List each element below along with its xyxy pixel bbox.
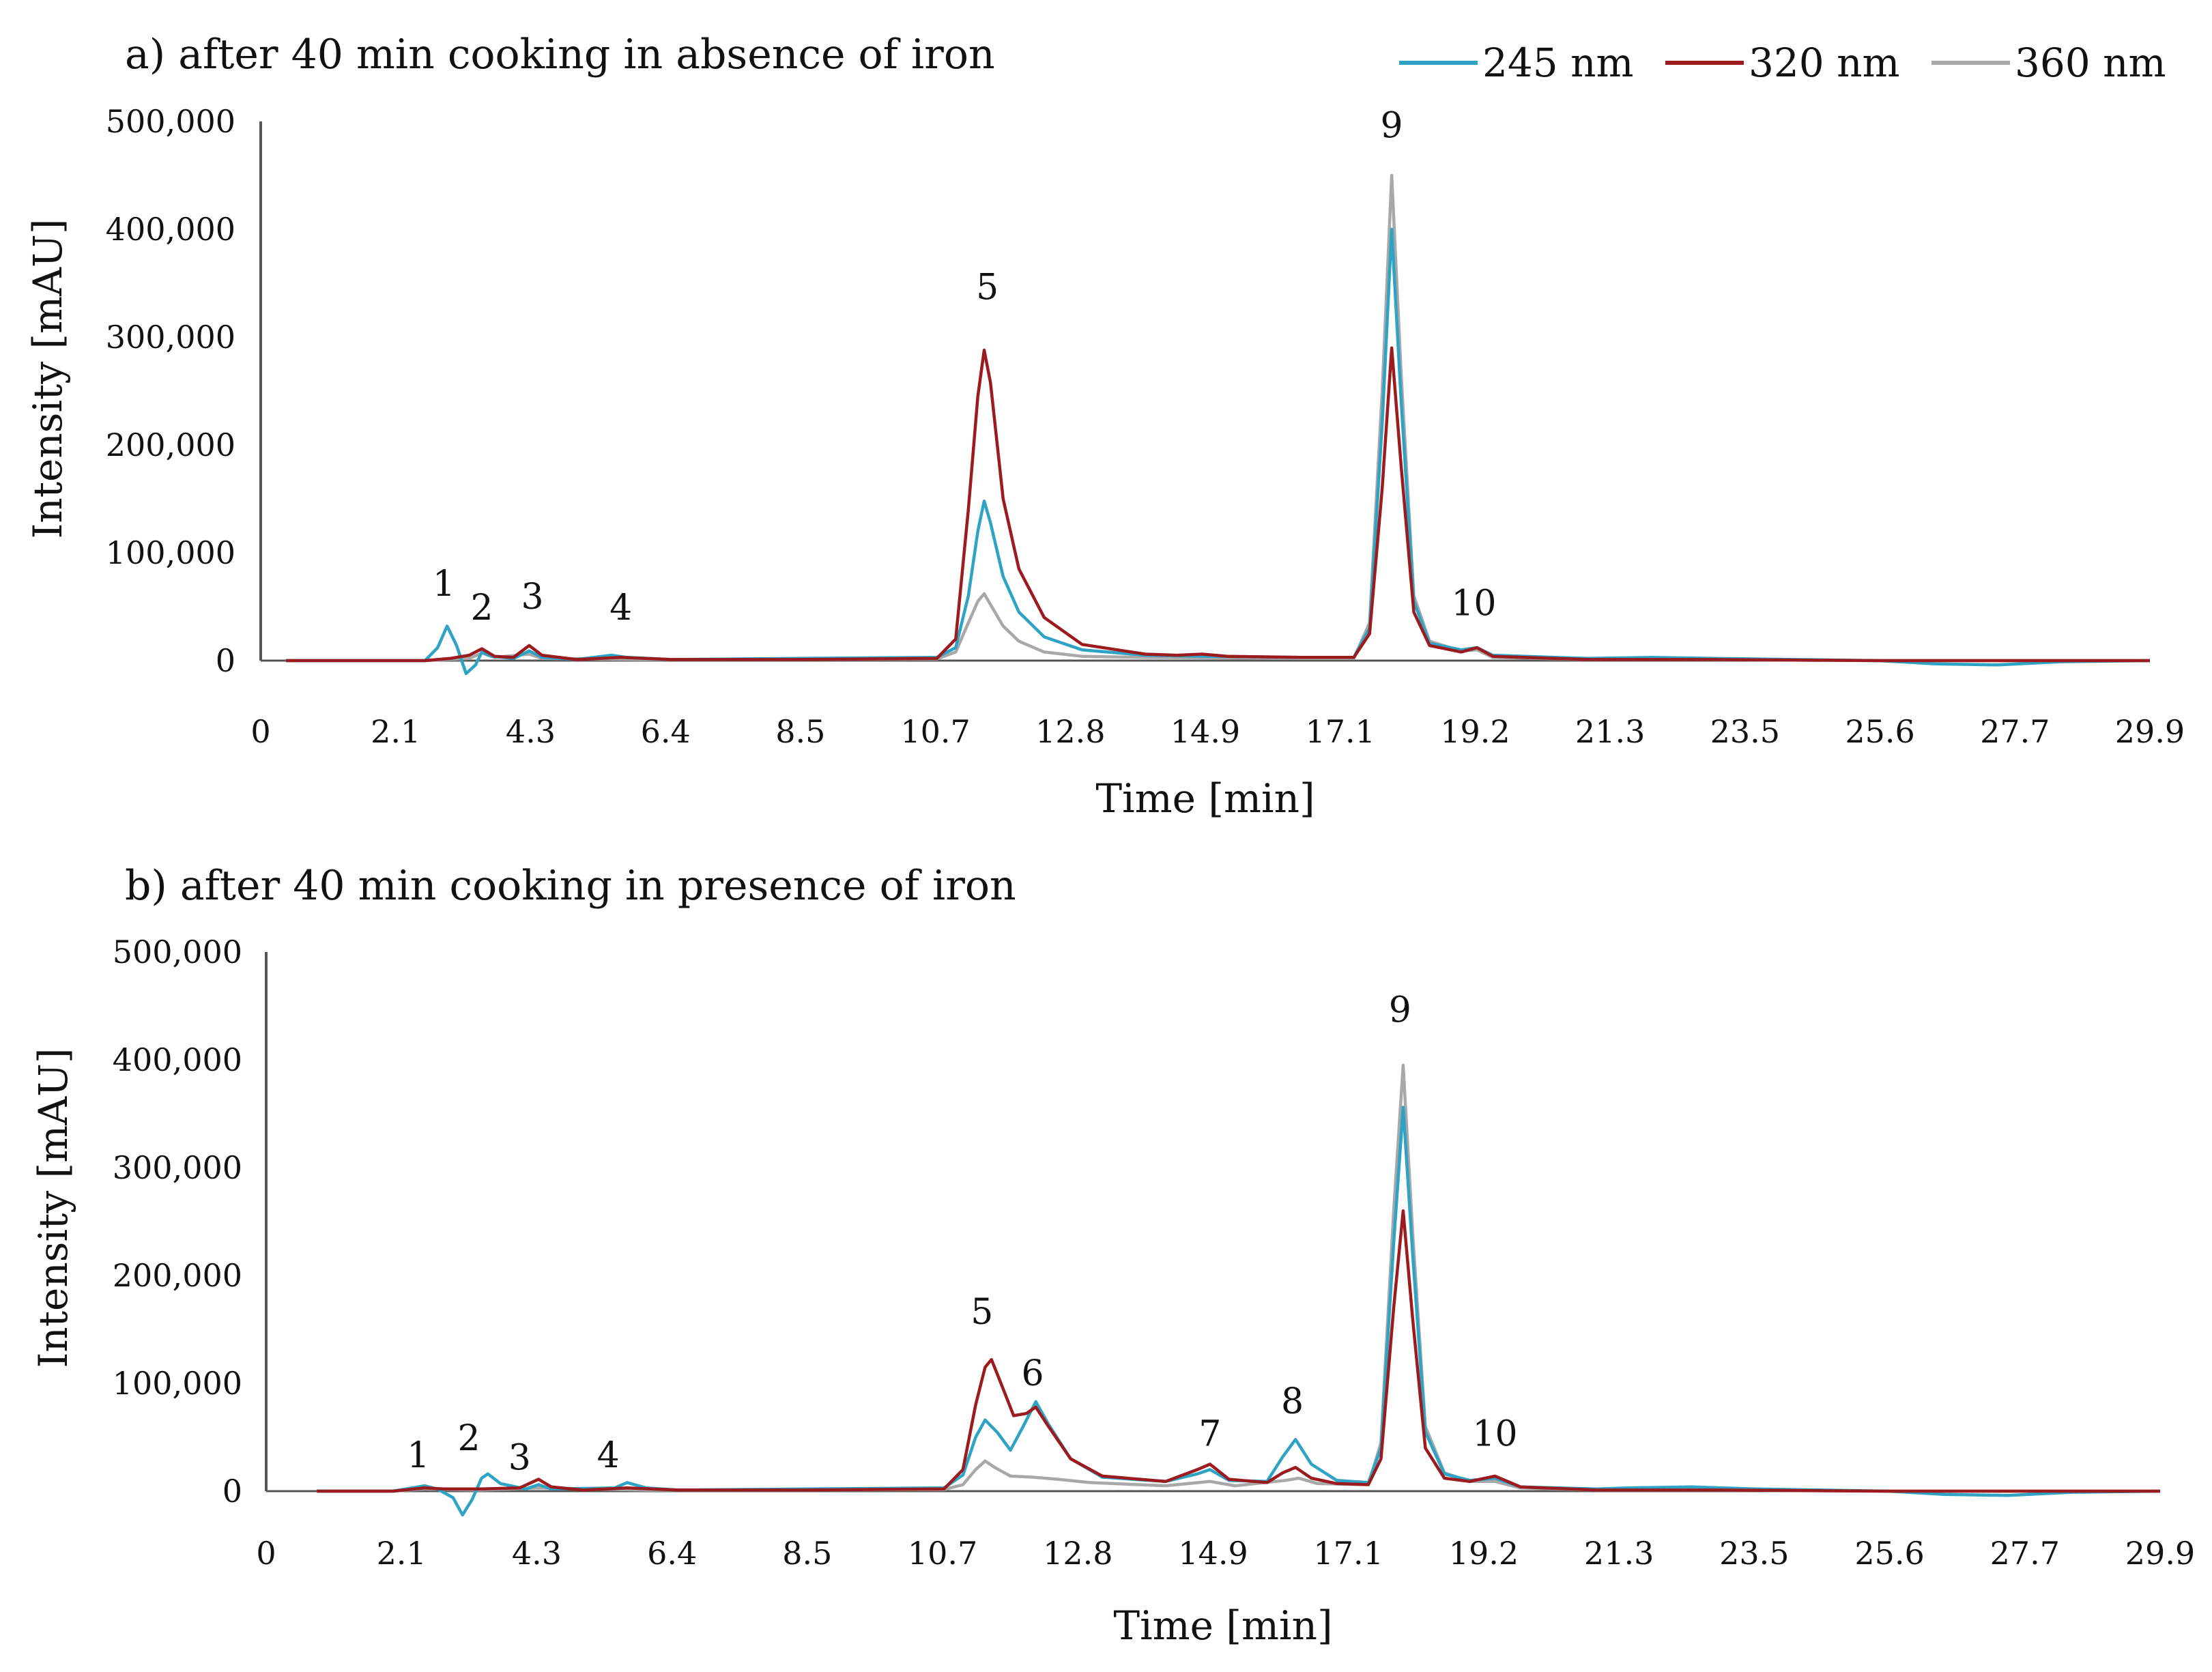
panel-b-peak-label-9: 9 xyxy=(1389,990,1411,1031)
panel-b-peak-label-8: 8 xyxy=(1281,1381,1304,1422)
panel-a-peak-label-10: 10 xyxy=(1451,583,1496,624)
panel-b-x-tick-label: 25.6 xyxy=(1854,1535,1924,1572)
panel-a-y-tick-label: 400,000 xyxy=(106,211,235,248)
panel-a-peak-label-2: 2 xyxy=(470,588,493,629)
panel-a-x-ticks: 0 2.1 4.3 6.4 8.5 10.7 12.8 14.9 17.1 19.2 21.3 23.… xyxy=(250,713,2185,750)
panel-a-peak-label-9: 9 xyxy=(1381,106,1403,147)
panel-b-x-tick-label: 14.9 xyxy=(1178,1535,1248,1572)
legend-label-245nm: 245 nm xyxy=(1482,40,1634,86)
panel-a-series-245nm xyxy=(286,227,2151,676)
legend: 245 nm 320 nm 360 nm xyxy=(1399,40,2166,86)
panel-a-series-360nm xyxy=(286,173,2150,663)
chart-panel-b: b) after 40 min cooking in presence of i… xyxy=(30,862,2195,1649)
panel-a-peak-label-1: 1 xyxy=(433,564,455,605)
panel-a-x-tick-label: 0 xyxy=(250,713,270,750)
panel-a-y-ticks: 0 100,000 200,000 300,000 400,000 500,000 xyxy=(106,103,235,679)
panel-b-x-ticks: 0 2.1 4.3 6.4 8.5 10.7 12.8 14.9 17.1 19.2 21.3 23.… xyxy=(256,1535,2195,1572)
legend-item-245nm: 245 nm xyxy=(1399,40,1634,86)
panel-a-y-tick-label: 0 xyxy=(216,642,235,679)
panel-a-x-tick-label: 6.4 xyxy=(641,713,691,750)
panel-b-peak-label-7: 7 xyxy=(1198,1414,1221,1455)
panel-b-series-320nm xyxy=(317,1209,2160,1493)
panel-b-peak-label-2: 2 xyxy=(457,1418,480,1459)
panel-b-peak-label-3: 3 xyxy=(508,1437,531,1478)
panel-b-peak-label-10: 10 xyxy=(1472,1414,1517,1455)
panel-b-x-tick-label: 17.1 xyxy=(1314,1535,1383,1572)
panel-b-series-360nm xyxy=(317,1063,2160,1493)
panel-a-x-tick-label: 2.1 xyxy=(371,713,420,750)
panel-b-x-tick-label: 27.7 xyxy=(1990,1535,2060,1572)
panel-b-peak-labels: 1 2 3 4 56 7 8 9 10 xyxy=(407,990,1517,1479)
panel-a-x-tick-label: 17.1 xyxy=(1306,713,1375,750)
legend-item-320nm: 320 nm xyxy=(1665,40,1900,86)
panel-b-x-tick-label: 29.9 xyxy=(2125,1535,2195,1572)
panel-a-y-tick-label: 500,000 xyxy=(106,103,235,140)
panel-a-x-tick-label: 10.7 xyxy=(900,713,970,750)
panel-b-x-tick-label: 2.1 xyxy=(377,1535,427,1572)
panel-a-peak-labels: 12 3 4 5 9 10 xyxy=(433,106,1497,629)
panel-b-y-tick-label: 200,000 xyxy=(113,1257,242,1294)
panel-b-x-axis-title: Time [min] xyxy=(1113,1602,1332,1649)
panel-b-y-tick-label: 100,000 xyxy=(113,1365,242,1402)
panel-a-x-tick-label: 19.2 xyxy=(1440,713,1510,750)
panel-b-y-tick-label: 400,000 xyxy=(113,1041,242,1078)
panel-b-x-tick-label: 19.2 xyxy=(1449,1535,1519,1572)
legend-item-360nm: 360 nm xyxy=(1931,40,2166,86)
panel-a-x-tick-label: 27.7 xyxy=(1980,713,2050,750)
panel-a-y-tick-label: 300,000 xyxy=(106,319,235,356)
panel-a-x-axis-title: Time [min] xyxy=(1095,775,1315,822)
panel-a-y-tick-label: 100,000 xyxy=(106,534,235,571)
panel-b-peak-label-6: 6 xyxy=(1021,1353,1044,1394)
panel-b-series xyxy=(317,1063,2161,1517)
panel-b-x-tick-label: 10.7 xyxy=(908,1535,977,1572)
panel-b-x-tick-label: 6.4 xyxy=(647,1535,697,1572)
panel-b-x-tick-label: 23.5 xyxy=(1719,1535,1789,1572)
panel-a-series xyxy=(286,173,2151,676)
panel-a-peak-label-5: 5 xyxy=(976,268,999,308)
panel-b-y-tick-label: 0 xyxy=(222,1473,242,1510)
panel-b-peak-label-4: 4 xyxy=(597,1435,620,1476)
panel-b-peak-label-5: 5 xyxy=(971,1292,993,1333)
panel-b-y-tick-label: 500,000 xyxy=(113,934,242,970)
panel-a-title: a) after 40 min cooking in absence of ir… xyxy=(125,31,995,78)
panel-b-x-tick-label: 8.5 xyxy=(782,1535,832,1572)
panel-a-y-axis-title: Intensity [mAU] xyxy=(25,218,71,538)
panel-b-x-tick-label: 21.3 xyxy=(1584,1535,1654,1572)
legend-label-320nm: 320 nm xyxy=(1749,40,1900,86)
panel-b-x-tick-label: 12.8 xyxy=(1043,1535,1112,1572)
panel-a-peak-label-3: 3 xyxy=(521,577,544,618)
panel-b-title: b) after 40 min cooking in presence of i… xyxy=(125,862,1016,910)
chart-panel-a: a) after 40 min cooking in absence of ir… xyxy=(25,31,2185,822)
panel-a-x-tick-label: 14.9 xyxy=(1170,713,1240,750)
panel-b-x-tick-label: 0 xyxy=(256,1535,276,1572)
panel-b-peak-label-1: 1 xyxy=(407,1435,429,1476)
panel-a-x-tick-label: 23.5 xyxy=(1710,713,1780,750)
panel-b-y-tick-label: 300,000 xyxy=(113,1149,242,1186)
legend-label-360nm: 360 nm xyxy=(2015,40,2166,86)
panel-a-x-tick-label: 12.8 xyxy=(1035,713,1105,750)
panel-a-peak-label-4: 4 xyxy=(609,588,632,629)
panel-a-x-tick-label: 29.9 xyxy=(2115,713,2185,750)
panel-b-y-axis-title: Intensity [mAU] xyxy=(30,1048,76,1368)
panel-b-y-ticks: 0 100,000 200,000 300,000 400,000 500,000 xyxy=(113,934,242,1510)
panel-a-x-tick-label: 4.3 xyxy=(506,713,556,750)
panel-a-x-tick-label: 25.6 xyxy=(1845,713,1914,750)
panel-a-x-tick-label: 21.3 xyxy=(1575,713,1645,750)
panel-b-series-245nm xyxy=(317,1106,2161,1517)
panel-a-x-tick-label: 8.5 xyxy=(775,713,825,750)
panel-a-y-tick-label: 200,000 xyxy=(106,427,235,463)
panel-b-x-tick-label: 4.3 xyxy=(512,1535,562,1572)
panel-a-series-320nm xyxy=(286,346,2150,663)
